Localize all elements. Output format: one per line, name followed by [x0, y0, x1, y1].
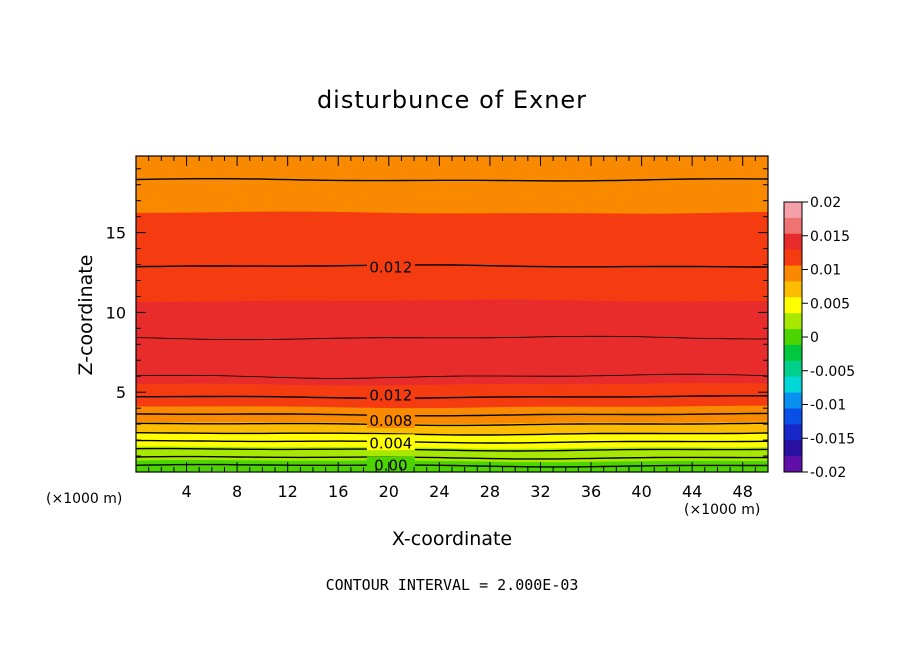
y-unit-label: (×1000 m)	[46, 491, 123, 507]
contour-line	[136, 395, 769, 399]
x-tick-label: 4	[181, 482, 191, 501]
x-tick-label: 36	[581, 482, 601, 501]
contour-label-bg	[366, 386, 415, 403]
colorbar-segment	[784, 249, 802, 267]
x-tick-label: 24	[429, 482, 449, 501]
contour-line	[135, 422, 769, 427]
contour-label-bg	[366, 411, 415, 428]
x-tick-label: 32	[530, 482, 550, 501]
colorbar-segment	[784, 297, 802, 314]
contour-label: 0.012	[369, 386, 412, 404]
x-tick-label: 12	[278, 482, 298, 501]
x-axis-label: X-coordinate	[391, 528, 513, 550]
contour-label-bg	[366, 258, 415, 275]
contour-label: 0.012	[369, 259, 412, 277]
colorbar-segment	[784, 456, 802, 473]
contour-line	[136, 439, 769, 444]
colorbar-segment	[784, 233, 802, 251]
colorbar-tick-label: 0.005	[810, 296, 850, 312]
x-unit-label: (×1000 m)	[684, 502, 761, 518]
colorbar-segment	[784, 344, 802, 362]
contour-line	[135, 432, 769, 436]
contour-line	[135, 463, 768, 468]
contour-label: 0.00	[374, 457, 407, 475]
colorbar-tick-label: 0	[810, 330, 819, 346]
colorbar-tick-label: -0.02	[810, 465, 846, 481]
contour-interval-label: CONTOUR INTERVAL = 2.000E-03	[325, 576, 579, 594]
colorbar-segment	[784, 360, 802, 378]
contour-label: 0.004	[369, 434, 412, 452]
x-tick-label: 48	[733, 482, 753, 501]
colorbar-segment	[784, 424, 802, 441]
x-tick-label: 44	[682, 482, 702, 501]
colorbar-segment	[784, 217, 802, 235]
colorbar-tick-label: 0.015	[810, 229, 850, 245]
contour-line	[135, 447, 769, 452]
contour-line	[135, 264, 768, 268]
colorbar-segment	[784, 313, 802, 330]
contour-line	[135, 178, 769, 182]
contour-line	[135, 335, 769, 341]
colorbar-segment	[784, 408, 802, 425]
x-tick-label: 16	[328, 482, 348, 501]
colorbar-tick-label: 0.02	[810, 195, 841, 211]
colorbar-segment	[784, 265, 802, 282]
chart-title: disturbunce of Exner	[316, 86, 588, 114]
contour-label: 0.008	[369, 412, 412, 430]
contour-line	[135, 412, 769, 417]
colorbar-segment	[784, 329, 802, 346]
colorbar-tick-label: -0.015	[810, 431, 855, 447]
x-tick-label: 28	[480, 482, 500, 501]
y-tick-label: 10	[106, 303, 126, 322]
colorbar-segment	[784, 281, 802, 298]
colorbar-segment	[784, 202, 802, 219]
contour-line	[135, 373, 769, 379]
contour-label-bg	[366, 456, 415, 473]
x-tick-label: 20	[379, 482, 399, 501]
y-axis-label: Z-coordinate	[75, 254, 97, 376]
y-tick-label: 5	[116, 383, 126, 402]
colorbar-tick-label: -0.005	[810, 364, 855, 380]
x-tick-label: 8	[232, 482, 242, 501]
colorbar-segment	[784, 440, 802, 457]
contour-label-bg	[366, 434, 415, 451]
colorbar-segment	[784, 376, 802, 394]
contour-line	[135, 455, 769, 460]
colorbar-segment	[784, 392, 802, 409]
colorbar-tick-label: -0.01	[810, 398, 846, 414]
x-tick-label: 40	[631, 482, 651, 501]
y-tick-label: 15	[106, 224, 126, 243]
colorbar-tick-label: 0.01	[810, 263, 841, 279]
